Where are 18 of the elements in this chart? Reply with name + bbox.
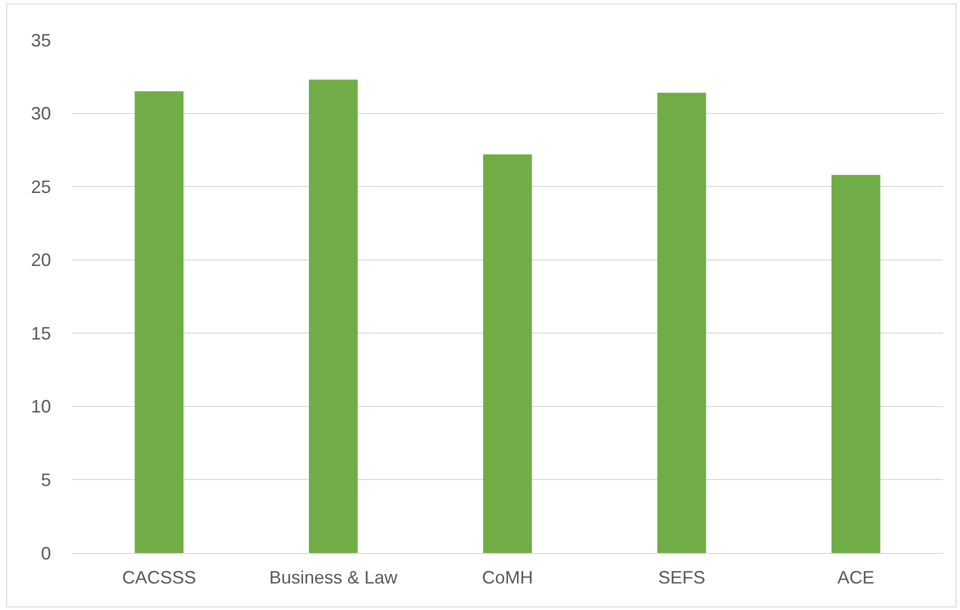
y-tick-label: 5 [40,470,51,490]
bar [657,92,706,553]
bar [832,174,880,553]
y-tick-label: 25 [30,176,51,197]
bar [483,154,532,553]
y-tick-label: 15 [30,323,51,344]
y-tick-label: 30 [30,104,51,124]
y-tick-label: 10 [30,396,51,417]
bar [134,91,184,553]
bar [308,80,358,553]
y-tick-label: 20 [30,250,51,270]
x-tick-label: ACE [837,568,874,588]
y-tick-label: 35 [30,30,51,50]
x-tick-label: SEFS [658,568,706,588]
x-tick-label: Business & Law [269,568,398,588]
x-tick-label: CACSSS [122,568,196,588]
y-tick-label: 0 [40,543,51,564]
x-tick-label: CoMH [482,568,534,588]
